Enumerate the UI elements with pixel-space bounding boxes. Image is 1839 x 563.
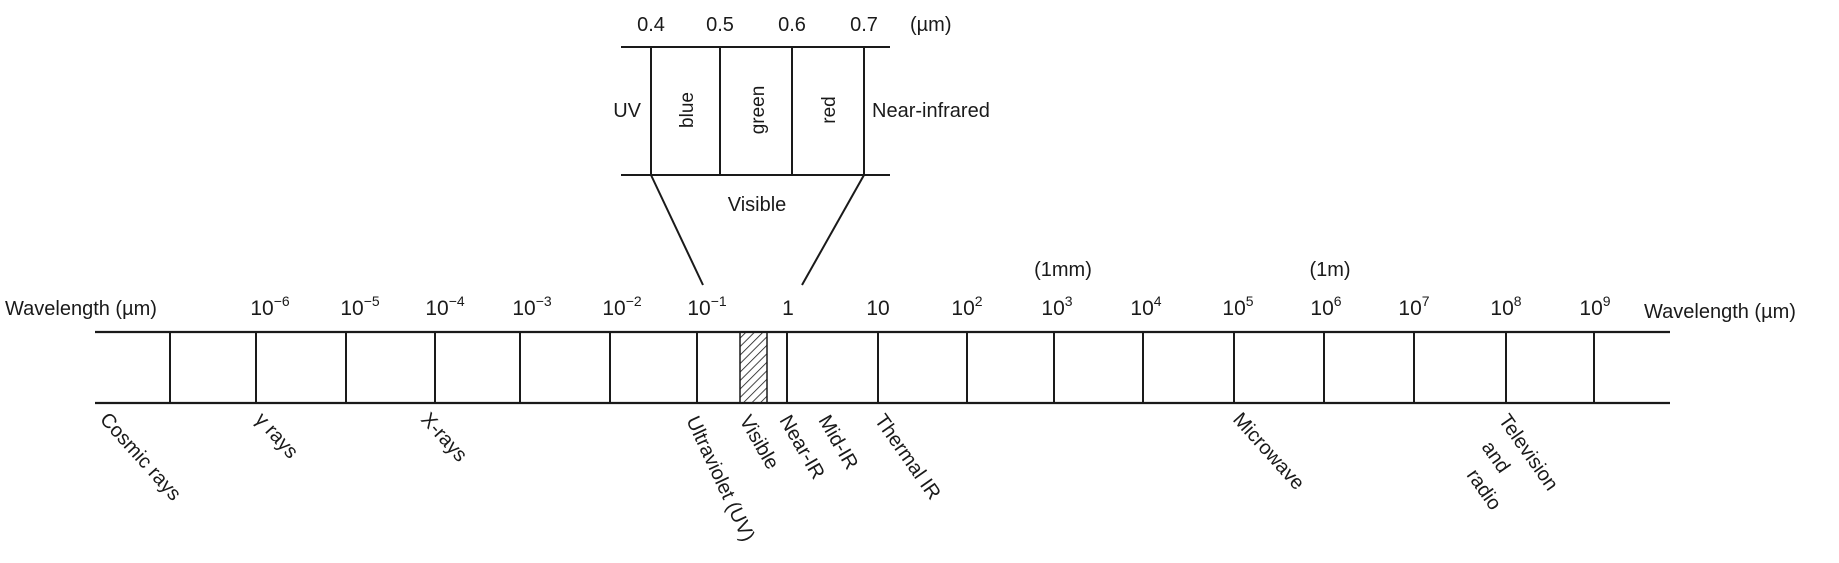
spectrum-tick-label: 10−6	[250, 293, 290, 320]
spectrum-tick-label: 1	[782, 297, 794, 320]
unit-note-m: (1m)	[1309, 259, 1350, 281]
inset-connector	[801, 174, 865, 286]
region-label-thermal-ir: Thermal IR	[870, 410, 945, 504]
spectrum-tick-label: 10	[866, 297, 889, 320]
spectrum-tick-label: 104	[1130, 293, 1161, 320]
spectrum-tick-label: 10−2	[602, 293, 642, 320]
spectrum-tick-label: 10−5	[340, 293, 380, 320]
band-label-red: red	[819, 96, 840, 123]
inset-near-infrared-label: Near-infrared	[872, 100, 990, 122]
inset-tick-label: 0.5	[706, 14, 734, 36]
spectrum-tick-label: 108	[1490, 293, 1521, 320]
region-label-microwave: Microwave	[1228, 409, 1308, 495]
spectrum-tick-label: 107	[1398, 293, 1429, 320]
region-label-cosmic-rays: Cosmic rays	[95, 409, 185, 505]
inset-tick-label: 0.4	[637, 14, 665, 36]
inset-unit-label: (µm)	[910, 14, 952, 36]
spectrum-dividers	[169, 332, 1595, 403]
unit-note-mm: (1mm)	[1034, 259, 1092, 281]
visible-inset	[621, 46, 890, 286]
inset-connector	[650, 174, 704, 286]
inset-visible-caption: Visible	[728, 194, 787, 216]
spectrum-tick-label: 10−4	[425, 293, 465, 320]
wavelength-label-right: Wavelength (µm)	[1644, 301, 1796, 323]
spectrum-tick-labels: 10−6 10−5 10−4 10−3 10−2 10−1 1 10 102 103 104 105 1…	[250, 293, 1610, 320]
region-label-x-rays: X-rays	[416, 409, 471, 467]
inset-tick-label: 0.6	[778, 14, 806, 36]
spectrum-tick-label: 10−3	[512, 293, 552, 320]
band-label-blue: blue	[677, 92, 698, 128]
spectrum-tick-label: 105	[1222, 293, 1253, 320]
inset-tick-label: 0.7	[850, 14, 878, 36]
inset-uv-label: UV	[613, 100, 641, 122]
band-label-green: green	[748, 86, 769, 135]
visible-hatched-band	[739, 331, 768, 404]
spectrum-bar	[95, 330, 1670, 405]
spectrum-tick-label: 102	[951, 293, 982, 320]
spectrum-tick-label: 106	[1310, 293, 1341, 320]
spectrum-tick-label: 103	[1041, 293, 1072, 320]
spectrum-tick-label: 109	[1579, 293, 1610, 320]
region-label-gamma-rays: γ rays	[250, 409, 302, 463]
spectrum-tick-label: 10−1	[687, 293, 727, 320]
wavelength-label-left: Wavelength (µm)	[5, 298, 157, 320]
